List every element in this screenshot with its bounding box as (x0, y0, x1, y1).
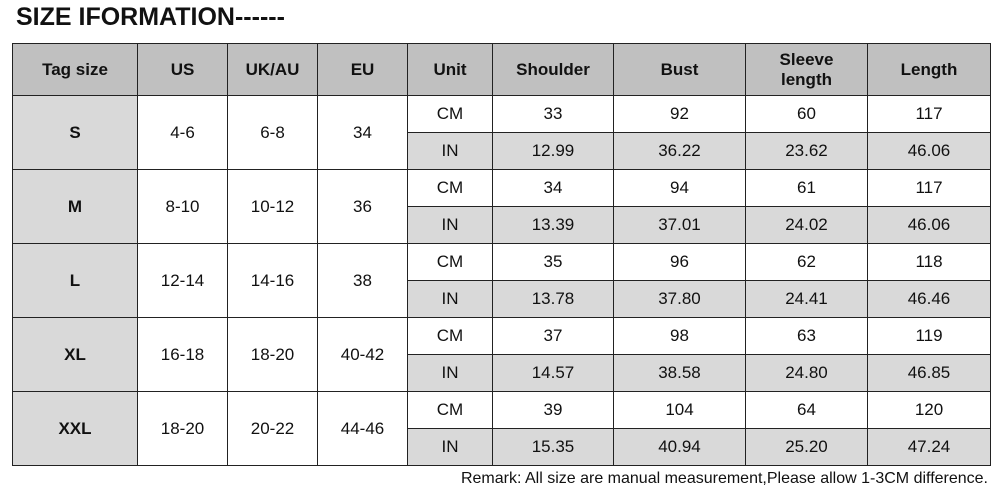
us-size-cell: 16-18 (137, 317, 228, 392)
length-cell: 118 (867, 243, 991, 281)
unit-cell: IN (407, 206, 493, 244)
sleeve-length-cell: 23.62 (745, 132, 868, 170)
table-row-in: IN 14.57 38.58 24.80 46.85 (13, 354, 991, 392)
sleeve-length-cell: 24.80 (745, 354, 868, 392)
length-cell: 117 (867, 95, 991, 133)
us-size-cell: 8-10 (137, 169, 228, 244)
unit-cell: CM (407, 243, 493, 281)
shoulder-cell: 13.78 (492, 280, 614, 318)
uk-au-size-cell: 14-16 (227, 243, 318, 318)
tag-size-cell: XL (12, 317, 138, 392)
column-header: Shoulder (492, 43, 614, 96)
column-header: Bust (613, 43, 746, 96)
uk-au-size-cell: 6-8 (227, 95, 318, 170)
shoulder-cell: 34 (492, 169, 614, 207)
length-cell: 46.46 (867, 280, 991, 318)
us-size-cell: 12-14 (137, 243, 228, 318)
bust-cell: 92 (613, 95, 746, 133)
bust-cell: 38.58 (613, 354, 746, 392)
unit-cell: IN (407, 280, 493, 318)
column-header: Sleeve length (745, 43, 868, 96)
length-cell: 46.06 (867, 132, 991, 170)
uk-au-size-cell: 20-22 (227, 391, 318, 466)
sleeve-length-cell: 24.41 (745, 280, 868, 318)
sleeve-length-cell: 64 (745, 391, 868, 429)
bust-cell: 40.94 (613, 428, 746, 466)
tag-size-cell: S (12, 95, 138, 170)
tag-size-cell: XXL (12, 391, 138, 466)
remark-note: Remark: All size are manual measurement,… (460, 470, 988, 487)
shoulder-cell: 37 (492, 317, 614, 355)
table-row-in: IN 13.78 37.80 24.41 46.46 (13, 280, 991, 318)
length-cell: 117 (867, 169, 991, 207)
bust-cell: 98 (613, 317, 746, 355)
shoulder-cell: 13.39 (492, 206, 614, 244)
eu-size-cell: 40-42 (317, 317, 408, 392)
table-row-cm: L 12-14 14-16 38 CM 35 96 62 118 (12, 243, 991, 318)
sleeve-length-cell: 24.02 (745, 206, 868, 244)
unit-cell: CM (407, 95, 493, 133)
us-size-cell: 18-20 (137, 391, 228, 466)
header-row: Tag size US UK/AU EU Unit Shoulder Bust Sleeve … (12, 43, 991, 96)
column-header: EU (317, 43, 408, 96)
table-row-in: IN 12.99 36.22 23.62 46.06 (13, 132, 991, 170)
length-cell: 47.24 (867, 428, 991, 466)
sleeve-length-cell: 25.20 (745, 428, 868, 466)
eu-size-cell: 44-46 (317, 391, 408, 466)
unit-cell: IN (407, 132, 493, 170)
length-cell: 119 (867, 317, 991, 355)
tag-size-cell: L (12, 243, 138, 318)
length-cell: 120 (867, 391, 991, 429)
column-header: Length (867, 43, 991, 96)
sleeve-length-cell: 60 (745, 95, 868, 133)
sleeve-length-cell: 61 (745, 169, 868, 207)
unit-cell: CM (407, 169, 493, 207)
bust-cell: 36.22 (613, 132, 746, 170)
unit-cell: IN (407, 354, 493, 392)
length-cell: 46.85 (867, 354, 991, 392)
eu-size-cell: 36 (317, 169, 408, 244)
column-header: Tag size (12, 43, 138, 96)
column-header: UK/AU (227, 43, 318, 96)
bust-cell: 104 (613, 391, 746, 429)
table-row-cm: S 4-6 6-8 34 CM 33 92 60 117 (12, 95, 991, 170)
sleeve-length-cell: 62 (745, 243, 868, 281)
table-row-in: IN 15.35 40.94 25.20 47.24 (13, 428, 991, 466)
shoulder-cell: 39 (492, 391, 614, 429)
uk-au-size-cell: 10-12 (227, 169, 318, 244)
shoulder-cell: 33 (492, 95, 614, 133)
uk-au-size-cell: 18-20 (227, 317, 318, 392)
sleeve-length-cell: 63 (745, 317, 868, 355)
table-row-cm: XXL 18-20 20-22 44-46 CM 39 104 64 120 (12, 391, 991, 466)
tag-size-cell: M (12, 169, 138, 244)
shoulder-cell: 15.35 (492, 428, 614, 466)
table-row-cm: M 8-10 10-12 36 CM 34 94 61 117 (12, 169, 991, 244)
bust-cell: 94 (613, 169, 746, 207)
shoulder-cell: 14.57 (492, 354, 614, 392)
table-row-cm: XL 16-18 18-20 40-42 CM 37 98 63 119 (12, 317, 991, 392)
unit-cell: CM (407, 391, 493, 429)
column-header: US (137, 43, 228, 96)
column-header: Unit (407, 43, 493, 96)
bust-cell: 96 (613, 243, 746, 281)
unit-cell: CM (407, 317, 493, 355)
shoulder-cell: 35 (492, 243, 614, 281)
us-size-cell: 4-6 (137, 95, 228, 170)
unit-cell: IN (407, 428, 493, 466)
size-chart-table: Tag size US UK/AU EU Unit Shoulder Bust Sleeve … (12, 43, 991, 466)
eu-size-cell: 34 (317, 95, 408, 170)
eu-size-cell: 38 (317, 243, 408, 318)
length-cell: 46.06 (867, 206, 991, 244)
bust-cell: 37.01 (613, 206, 746, 244)
table-row-in: IN 13.39 37.01 24.02 46.06 (13, 206, 991, 244)
bust-cell: 37.80 (613, 280, 746, 318)
page-title: SIZE IFORMATION------ (16, 3, 285, 31)
shoulder-cell: 12.99 (492, 132, 614, 170)
